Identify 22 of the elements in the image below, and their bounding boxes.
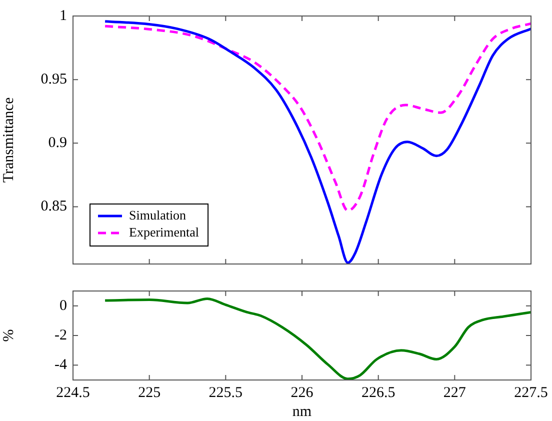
x-tick-label: 225.5 [208, 384, 243, 401]
y-tick-label: 0 [60, 298, 67, 314]
legend-label: Simulation [129, 207, 187, 222]
y-tick-label: 1 [60, 8, 67, 24]
y-tick-label: -2 [54, 327, 67, 344]
y-axis-title: % [0, 329, 17, 342]
y-tick-label: 0.9 [48, 135, 67, 152]
x-tick-label: 225 [138, 384, 161, 401]
x-tick-label: 227.5 [514, 384, 548, 401]
x-axis-title: nm [292, 404, 312, 420]
y-axis-title: Transmittance [0, 97, 17, 183]
x-tick-label: 224.5 [56, 384, 90, 401]
line-series [104, 297, 531, 380]
line-series [104, 22, 531, 212]
y-tick-label: -4 [54, 357, 68, 374]
line-series [104, 20, 531, 264]
y-tick-label: 0.95 [40, 72, 67, 88]
x-tick-label: 226.5 [361, 384, 396, 401]
x-tick-label: 227 [443, 384, 466, 401]
x-tick-label: 226 [290, 384, 314, 401]
legend-label: Experimental [129, 224, 200, 240]
y-tick-label: 0.85 [40, 198, 67, 215]
